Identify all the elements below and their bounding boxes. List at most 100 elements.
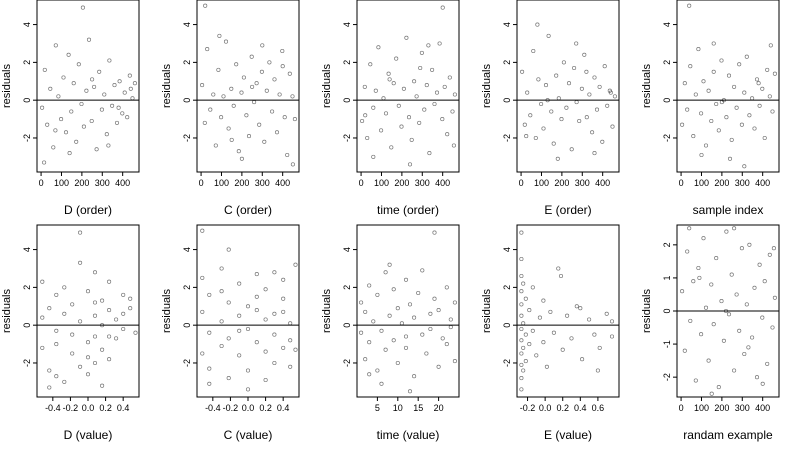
data-point bbox=[448, 325, 453, 330]
data-point bbox=[86, 37, 92, 42]
data-point bbox=[697, 275, 702, 280]
data-point bbox=[587, 317, 592, 322]
y-axis-label: residuals bbox=[641, 63, 653, 108]
data-point bbox=[207, 366, 212, 371]
data-point bbox=[219, 115, 224, 120]
data-point bbox=[241, 75, 246, 80]
data-point bbox=[389, 145, 394, 150]
data-point bbox=[70, 302, 75, 307]
data-point bbox=[367, 340, 372, 345]
data-point bbox=[122, 90, 127, 95]
data-point bbox=[379, 128, 384, 133]
data-point bbox=[418, 65, 423, 71]
data-point bbox=[237, 313, 242, 318]
data-point bbox=[582, 52, 587, 57]
data-point bbox=[696, 265, 701, 271]
plot-frame bbox=[516, 224, 620, 398]
x-tick-label: 300 bbox=[575, 178, 590, 188]
data-point bbox=[765, 67, 770, 72]
data-point bbox=[363, 309, 368, 314]
x-axis-label: time (value) bbox=[377, 428, 440, 442]
data-point bbox=[281, 277, 286, 282]
data-point bbox=[578, 306, 583, 311]
data-point bbox=[61, 75, 66, 80]
x-tick-label: 400 bbox=[115, 178, 130, 188]
y-tick-label: 2 bbox=[182, 60, 192, 65]
data-point bbox=[680, 289, 685, 294]
y-tick-label: 2 bbox=[502, 60, 512, 65]
data-point bbox=[387, 262, 392, 267]
panel-10: 0 100 200 300 400 -2 -1 0 1 2 randam example residu… bbox=[641, 224, 780, 442]
y-tick-label: -2 bbox=[182, 134, 192, 142]
data-point bbox=[716, 385, 721, 390]
data-point bbox=[584, 69, 589, 74]
x-tick-label: 300 bbox=[95, 178, 110, 188]
data-point bbox=[685, 107, 690, 112]
data-point bbox=[750, 96, 755, 101]
data-point bbox=[226, 376, 231, 381]
x-tick-label: 0 bbox=[359, 178, 364, 188]
data-point bbox=[536, 77, 541, 82]
x-tick-label: 0.0 bbox=[242, 403, 255, 413]
x-tick-label: 300 bbox=[415, 178, 430, 188]
data-point bbox=[373, 88, 378, 93]
data-point bbox=[428, 326, 433, 332]
panel-2: 0 100 200 300 400 -2 0 2 4 C (order) residuals bbox=[161, 0, 300, 217]
data-point bbox=[395, 306, 400, 311]
x-tick-label: 0 bbox=[519, 178, 524, 188]
data-point bbox=[687, 226, 692, 231]
data-point bbox=[281, 345, 286, 350]
data-point bbox=[452, 92, 457, 97]
data-point bbox=[110, 103, 115, 108]
data-point bbox=[367, 372, 372, 377]
y-tick-label: 2 bbox=[342, 285, 352, 290]
data-point bbox=[379, 381, 384, 386]
data-point bbox=[246, 134, 252, 139]
x-tick-label: 300 bbox=[255, 178, 270, 188]
data-point bbox=[609, 334, 615, 339]
data-point bbox=[359, 330, 364, 335]
data-point bbox=[610, 124, 615, 129]
data-point bbox=[569, 147, 574, 152]
plot-frame bbox=[356, 0, 460, 173]
data-point bbox=[211, 92, 216, 97]
plot-frame bbox=[516, 0, 620, 173]
data-point bbox=[245, 387, 251, 392]
data-point bbox=[724, 229, 729, 234]
data-point bbox=[541, 298, 546, 303]
data-point bbox=[527, 308, 532, 313]
data-point bbox=[70, 351, 75, 356]
data-point bbox=[605, 103, 610, 108]
data-point bbox=[226, 247, 231, 252]
y-tick-label: 2 bbox=[22, 60, 32, 65]
data-point bbox=[54, 342, 59, 347]
plot-frame bbox=[196, 0, 300, 173]
data-point bbox=[422, 107, 427, 112]
x-tick-label: 200 bbox=[74, 178, 89, 188]
y-tick-label: -2 bbox=[182, 359, 192, 367]
x-tick-label: 0.0 bbox=[82, 403, 95, 413]
data-point bbox=[219, 266, 224, 271]
y-tick-label: -2 bbox=[662, 373, 672, 381]
data-point bbox=[114, 317, 119, 322]
data-point bbox=[262, 139, 267, 144]
data-point bbox=[267, 60, 272, 65]
data-point bbox=[701, 79, 706, 84]
x-tick-label: 300 bbox=[735, 178, 750, 188]
y-tick-label: 2 bbox=[22, 285, 32, 290]
data-point bbox=[750, 335, 755, 340]
x-axis-label: C (order) bbox=[224, 203, 272, 217]
plot-frame bbox=[36, 224, 140, 398]
panel-1: 0 100 200 300 400 -2 0 2 4 D (order) residuals bbox=[1, 0, 140, 217]
data-point bbox=[541, 340, 546, 345]
data-point bbox=[132, 81, 137, 86]
data-point bbox=[107, 279, 112, 284]
data-point bbox=[102, 92, 107, 97]
data-point bbox=[444, 285, 449, 290]
data-point bbox=[772, 71, 777, 76]
x-axis-label: E (value) bbox=[544, 428, 592, 442]
data-point bbox=[525, 90, 530, 95]
x-tick-label: 100 bbox=[54, 178, 69, 188]
x-axis-label: time (order) bbox=[377, 203, 439, 217]
data-point bbox=[213, 143, 218, 148]
